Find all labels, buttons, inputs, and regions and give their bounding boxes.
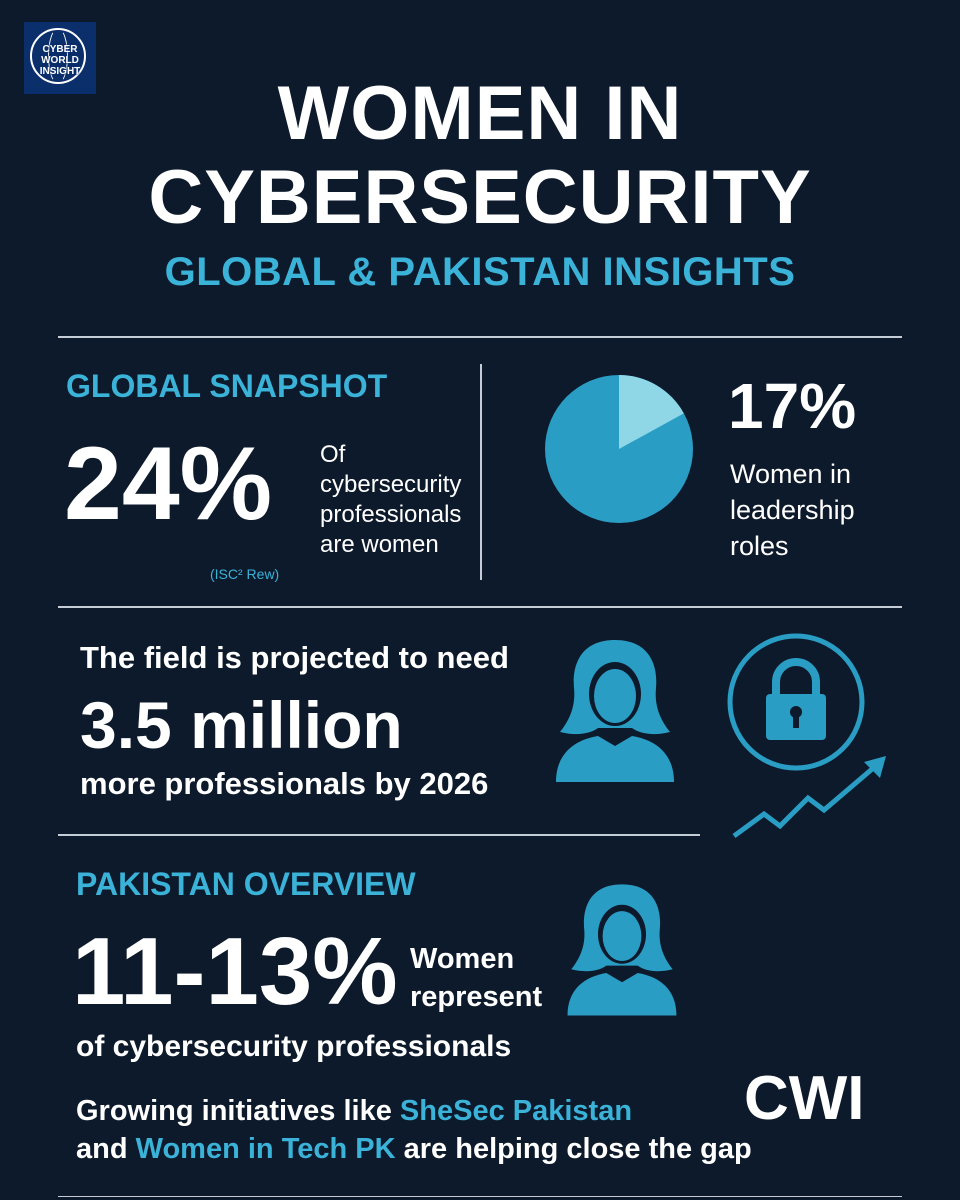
initiatives-text: Growing initiatives like SheSec Pakistan… (76, 1092, 752, 1168)
divider (58, 606, 902, 608)
page-title-line-1: WOMEN IN (277, 71, 683, 156)
global-description-line: Of (320, 441, 346, 468)
initiatives-text-part: Growing initiatives like (76, 1095, 400, 1127)
leadership-description-line: roles (730, 531, 789, 561)
divider (58, 1196, 902, 1197)
org-shesec-pakistan: SheSec Pakistan (399, 1095, 633, 1127)
demand-stat: 3.5 million (80, 688, 403, 762)
global-stat: 24% (64, 426, 273, 542)
globe-icon (30, 28, 86, 84)
logo-text-line: CYBER (42, 44, 78, 55)
global-description-line: professionals (320, 501, 462, 528)
logo-text-line: WORLD (41, 55, 79, 66)
global-description-line: are women (320, 531, 439, 558)
brand-mark: CWI (744, 1064, 865, 1133)
logo: CYBER WORLD INSIGHT (24, 22, 96, 94)
page-subtitle: GLOBAL & PAKISTAN INSIGHTS (164, 250, 796, 294)
logo-text-line: INSIGHT (39, 66, 81, 77)
pakistan-description: Women represent (410, 940, 542, 1016)
trend-arrow-icon (732, 756, 886, 839)
logo-text: CYBER WORLD INSIGHT (28, 44, 92, 77)
global-description: Of cybersecurity professionals are women (320, 440, 461, 560)
global-description-line: cybersecurity (320, 471, 462, 498)
demand-outro: more professionals by 2026 (80, 766, 489, 801)
initiatives-line-2: and Women in Tech PK are helping close t… (76, 1130, 752, 1168)
lock-icon (727, 633, 865, 771)
leadership-description: Women in leadership roles (730, 456, 855, 564)
org-women-in-tech-pk: Women in Tech PK (135, 1133, 396, 1165)
leadership-description-line: Women in (730, 459, 852, 489)
leadership-stat: 17% (728, 370, 857, 442)
pakistan-overview-heading: PAKISTAN OVERVIEW (76, 866, 416, 902)
leadership-description-line: leadership (730, 495, 855, 525)
pie-chart-icon (545, 375, 693, 523)
demand-intro: The field is projected to need (80, 640, 509, 675)
page-title-line-2: CYBERSECURITY (148, 155, 812, 240)
pakistan-stat: 11-13% (72, 918, 398, 1025)
initiatives-line-1: Growing initiatives like SheSec Pakistan (76, 1092, 752, 1130)
global-snapshot-heading: GLOBAL SNAPSHOT (66, 368, 388, 404)
source-note: (ISC² Rew) (210, 566, 280, 582)
woman-icon (556, 640, 674, 782)
woman-icon (567, 884, 677, 1016)
vertical-divider (480, 364, 482, 580)
divider (58, 336, 902, 338)
pie-leadership-slice (619, 375, 684, 449)
divider (58, 834, 700, 836)
pakistan-description-line: represent (410, 981, 543, 1013)
initiatives-text-part: and (76, 1133, 136, 1165)
initiatives-text-part: are helping close the gap (395, 1133, 752, 1165)
pakistan-description-tail: of cybersecurity professionals (76, 1030, 512, 1063)
pakistan-description-line: Women (410, 943, 515, 975)
